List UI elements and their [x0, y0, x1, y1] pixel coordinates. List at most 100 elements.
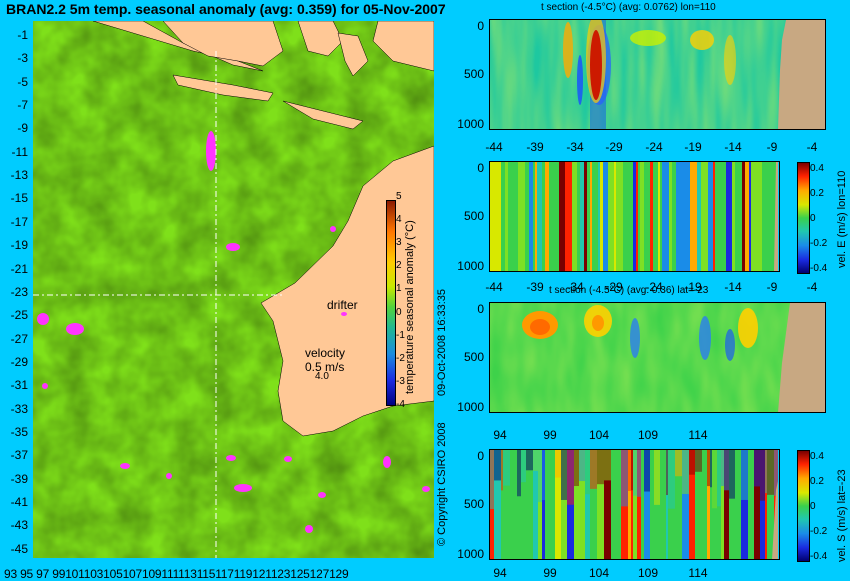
velocity-stripe	[729, 450, 735, 560]
map-colorbar-tick: -1	[396, 329, 405, 341]
velocity-stripe-top	[707, 450, 710, 487]
velocity-stripe-top	[741, 450, 748, 500]
velocity-stripe	[710, 450, 712, 560]
velocity-stripe	[707, 450, 710, 560]
velocity-stripe-top	[597, 450, 604, 485]
land-mask	[772, 450, 778, 560]
velocity-stripe	[585, 450, 590, 560]
x-tick: -29	[605, 140, 623, 154]
velocity-stripe-top	[735, 450, 741, 472]
x-tick: 114	[688, 428, 708, 442]
velocity-stripe	[751, 162, 757, 272]
velocity-stripe-top	[721, 450, 724, 486]
latitude-tick: -35	[10, 424, 28, 439]
x-tick: -24	[645, 280, 663, 294]
x-tick: 114	[688, 566, 708, 580]
x-tick: -9	[766, 140, 778, 154]
x-tick: -29	[605, 280, 623, 294]
latitude-tick: -19	[10, 238, 28, 253]
velocity-stripe	[650, 450, 654, 560]
map-colorbar-tick: -2	[396, 352, 405, 364]
velocity-stripe-top	[689, 450, 695, 475]
map-colorbar-tick: 2	[396, 260, 402, 272]
velocity-stripe-top	[501, 450, 503, 491]
velocity-stripe	[629, 162, 631, 272]
velocity-stripe-top	[675, 450, 682, 477]
velocity-stripe	[653, 162, 658, 272]
velocity-stripe	[572, 162, 577, 272]
velocity-stripe	[553, 162, 559, 272]
velocity-stripe-top	[724, 450, 729, 491]
map-colorbar-label: temperature seasonal anomaly (°C)	[404, 220, 416, 394]
panel4-plot	[490, 450, 778, 560]
latitude-tick: -39	[10, 471, 28, 486]
panel3-plot	[490, 303, 826, 413]
velocity-number: 4.0	[315, 371, 329, 382]
x-tick: -4	[806, 280, 818, 294]
velocity-stripe	[638, 162, 640, 272]
latitude-tick: -27	[10, 331, 28, 346]
y-tick: 500	[463, 209, 484, 223]
velocity-stripe	[598, 162, 600, 272]
velocity-stripe-top	[590, 450, 597, 489]
velocity-stripe-top	[621, 450, 628, 507]
velocity-stripe-top	[611, 450, 617, 490]
panel3-x-axis: 94 99 104 109 114	[490, 429, 826, 443]
velocity-stripe	[538, 450, 542, 560]
map-colorbar-tick: 3	[396, 237, 402, 249]
panel2-plot	[490, 162, 778, 272]
velocity-stripe-top	[631, 450, 633, 491]
y-tick: 500	[463, 497, 484, 511]
latitude-tick: -31	[10, 378, 28, 393]
velocity-stripe-top	[510, 450, 517, 505]
velocity-stripe	[749, 162, 751, 272]
velocity-stripe-top	[567, 450, 574, 505]
velocity-stripe	[490, 162, 497, 272]
latitude-tick: -7	[17, 98, 28, 113]
velocity-stripe	[713, 162, 715, 272]
velocity-stripe-top	[517, 450, 521, 497]
map-colorbar-tick: 5	[396, 191, 402, 202]
velocity-stripe-top	[633, 450, 637, 496]
latitude-tick: -13	[10, 168, 28, 183]
velocity-stripe	[683, 162, 690, 272]
velocity-stripe	[644, 450, 650, 560]
velocity-stripe	[765, 450, 767, 560]
velocity-stripe	[505, 162, 508, 272]
velocity-value: 0.5 m/s	[305, 360, 345, 374]
panel2-frame	[489, 161, 780, 272]
velocity-stripe	[512, 162, 515, 272]
velocity-stripe-top	[765, 450, 767, 494]
velocity-stripe	[577, 162, 580, 272]
velocity-stripe	[741, 450, 748, 560]
latitude-tick: -15	[10, 191, 28, 206]
y-tick: 1000	[457, 259, 484, 273]
velocity-stripe	[757, 162, 762, 272]
longitude-axis: 93 95 97 9910110310510710911111311511711…	[4, 567, 349, 581]
x-tick: -39	[526, 140, 544, 154]
velocity-stripe	[526, 450, 533, 560]
map-title: BRAN2.2 5m temp. seasonal anomaly (avg: …	[6, 1, 446, 17]
velocity-stripe-top	[644, 450, 650, 492]
colorbar-tick: 0.2	[810, 188, 824, 199]
latitude-tick: -17	[10, 214, 28, 229]
y-tick: 1000	[457, 400, 484, 414]
panel3-frame	[489, 302, 826, 413]
y-tick: 0	[477, 19, 484, 33]
latitude-tick: -25	[10, 308, 28, 323]
velocity-stripe	[640, 162, 644, 272]
velocity-stripe	[641, 450, 644, 560]
panel1-title: t section (-4.5°C) (avg: 0.0762) lon=110	[541, 2, 716, 13]
velocity-stripe	[658, 162, 660, 272]
velocity-stripe-top	[555, 450, 561, 478]
velocity-stripe	[518, 162, 525, 272]
velocity-stripe	[501, 450, 503, 560]
velocity-stripe-top	[754, 450, 760, 487]
panel1-x-axis: -44 -39 -34 -29 -24 -19 -14 -9 -4	[485, 140, 826, 155]
velocity-stripe	[628, 450, 631, 560]
velocity-stripe-top	[533, 450, 538, 471]
velocity-stripe-top	[538, 450, 542, 503]
x-tick: 94	[493, 566, 507, 580]
velocity-stripe-top	[641, 450, 644, 500]
velocity-stripe	[533, 450, 538, 560]
